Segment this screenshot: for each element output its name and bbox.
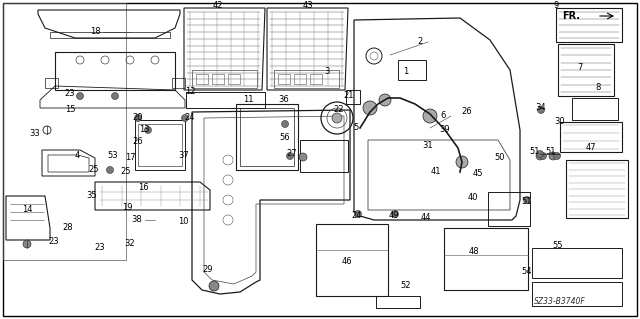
Circle shape (524, 197, 531, 204)
Text: 19: 19 (122, 204, 132, 212)
Text: 36: 36 (278, 95, 289, 105)
Circle shape (540, 152, 547, 160)
Text: 37: 37 (179, 152, 189, 160)
Circle shape (145, 127, 152, 133)
Text: 40: 40 (468, 194, 478, 203)
Text: 17: 17 (125, 153, 135, 162)
Text: 44: 44 (420, 213, 431, 222)
Circle shape (392, 211, 399, 218)
Circle shape (456, 156, 468, 168)
Circle shape (106, 167, 113, 174)
Text: 14: 14 (22, 205, 32, 214)
Text: 23: 23 (95, 243, 106, 253)
Text: 45: 45 (473, 169, 483, 179)
Circle shape (299, 153, 307, 161)
Text: 29: 29 (203, 265, 213, 275)
Text: 15: 15 (65, 106, 76, 115)
Text: 24: 24 (185, 114, 195, 122)
Circle shape (379, 94, 391, 106)
Text: 55: 55 (553, 241, 563, 250)
Text: 28: 28 (63, 224, 74, 233)
Text: 9: 9 (554, 2, 559, 11)
Text: 25: 25 (121, 167, 131, 176)
Text: 23: 23 (65, 90, 76, 99)
Circle shape (536, 151, 543, 158)
Text: 26: 26 (132, 137, 143, 146)
Text: 11: 11 (243, 95, 253, 105)
Text: 49: 49 (388, 211, 399, 220)
Text: 20: 20 (132, 114, 143, 122)
Circle shape (332, 113, 342, 123)
Text: 32: 32 (125, 240, 135, 249)
Text: 16: 16 (138, 183, 148, 192)
Text: 23: 23 (49, 238, 60, 247)
Circle shape (355, 211, 362, 218)
Text: 27: 27 (287, 150, 298, 159)
Text: 2: 2 (417, 38, 422, 47)
Text: 47: 47 (586, 144, 596, 152)
Text: 25: 25 (89, 166, 99, 174)
Text: 30: 30 (555, 117, 565, 127)
Text: 6: 6 (440, 112, 445, 121)
Text: 10: 10 (178, 218, 188, 226)
Circle shape (282, 121, 289, 128)
Circle shape (23, 240, 31, 248)
Text: 26: 26 (461, 108, 472, 116)
Text: 1: 1 (403, 68, 408, 77)
Circle shape (549, 152, 557, 160)
Text: 12: 12 (185, 87, 195, 97)
Circle shape (77, 93, 83, 100)
Text: 31: 31 (422, 142, 433, 151)
Text: 24: 24 (352, 211, 362, 220)
Text: 33: 33 (29, 130, 40, 138)
Circle shape (209, 281, 219, 291)
Text: 51: 51 (530, 147, 540, 157)
Text: 35: 35 (86, 191, 97, 201)
Text: 42: 42 (212, 2, 223, 11)
Text: 51: 51 (522, 197, 532, 206)
Text: 53: 53 (108, 152, 118, 160)
Text: SZ33-B3740F: SZ33-B3740F (534, 298, 586, 307)
Text: 39: 39 (440, 125, 451, 135)
Circle shape (111, 93, 118, 100)
Circle shape (554, 152, 561, 160)
Circle shape (363, 101, 377, 115)
Text: 8: 8 (595, 84, 601, 93)
Text: 22: 22 (333, 106, 344, 115)
Circle shape (538, 107, 545, 114)
Text: 54: 54 (522, 268, 532, 277)
Text: 3: 3 (324, 68, 330, 77)
Circle shape (536, 152, 544, 160)
Text: 56: 56 (280, 133, 291, 143)
Circle shape (182, 115, 189, 122)
Text: 13: 13 (139, 125, 149, 135)
Circle shape (287, 152, 294, 160)
Text: 7: 7 (577, 63, 582, 72)
Text: 50: 50 (495, 153, 505, 162)
Text: 5: 5 (353, 123, 358, 132)
Text: 41: 41 (431, 167, 441, 176)
Circle shape (134, 115, 141, 122)
Text: 48: 48 (468, 248, 479, 256)
Text: 34: 34 (536, 103, 547, 113)
Text: FR.: FR. (562, 11, 580, 21)
Text: 52: 52 (401, 281, 412, 291)
Text: 21: 21 (344, 92, 355, 100)
Text: 4: 4 (74, 152, 79, 160)
Text: 51: 51 (546, 147, 556, 157)
Text: 18: 18 (90, 27, 100, 36)
Text: 46: 46 (342, 257, 352, 266)
Text: 38: 38 (132, 216, 142, 225)
Text: 43: 43 (303, 2, 314, 11)
Circle shape (423, 109, 437, 123)
